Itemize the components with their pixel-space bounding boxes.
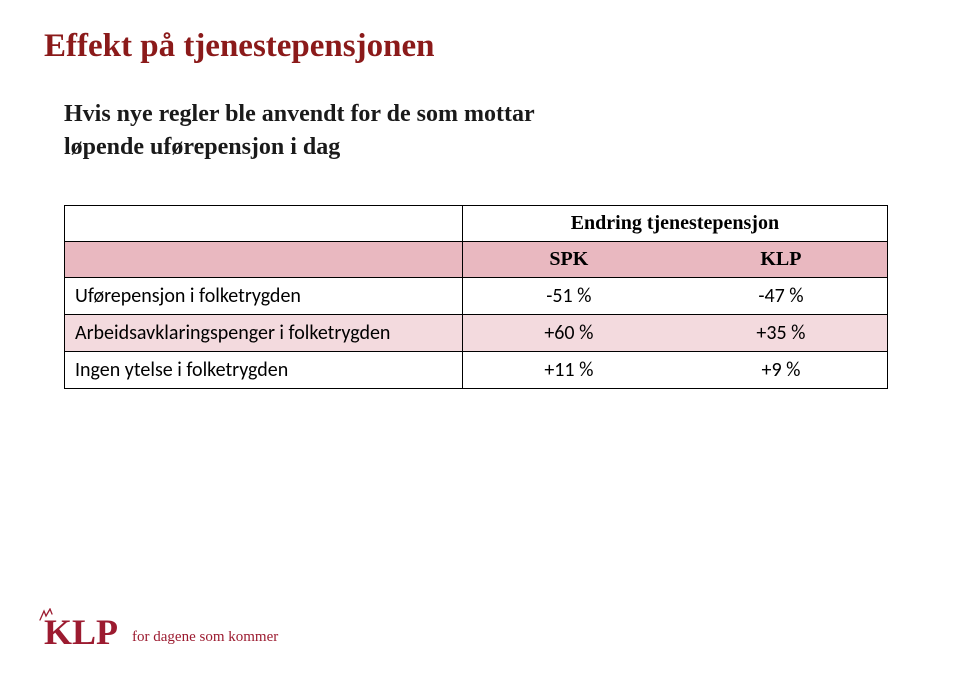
brand-mark-text: KLP xyxy=(44,612,118,652)
cell-spk: +11 % xyxy=(462,352,675,389)
page-title: Effekt på tjenestepensjonen xyxy=(44,28,916,65)
table-row: Ingen ytelse i folketrygden +11 % +9 % xyxy=(65,352,888,389)
cell-klp: -47 % xyxy=(675,278,888,315)
subtitle-line-1: Hvis nye regler ble anvendt for de som m… xyxy=(64,101,916,128)
brand-mark: KLP xyxy=(44,614,118,650)
cell-spk: +60 % xyxy=(462,315,675,352)
row-label: Arbeidsavklaringspenger i folketrygden xyxy=(65,315,463,352)
row-label: Ingen ytelse i folketrygden xyxy=(65,352,463,389)
row-label: Uførepensjon i folketrygden xyxy=(65,278,463,315)
table-row: Arbeidsavklaringspenger i folketrygden +… xyxy=(65,315,888,352)
col-header-klp: KLP xyxy=(675,242,888,278)
subtitle-line-2: løpende uførepensjon i dag xyxy=(64,134,916,161)
pension-effect-table: Endring tjenestepensjon SPK KLP Uførepen… xyxy=(64,205,888,389)
cell-klp: +35 % xyxy=(675,315,888,352)
header-blank-cell xyxy=(65,206,463,242)
cell-klp: +9 % xyxy=(675,352,888,389)
cell-spk: -51 % xyxy=(462,278,675,315)
table-row: Uførepensjon i folketrygden -51 % -47 % xyxy=(65,278,888,315)
footer-logo: KLP for dagene som kommer xyxy=(44,614,278,650)
col-header-spk: SPK xyxy=(462,242,675,278)
brand-tagline: for dagene som kommer xyxy=(132,629,278,646)
subheader-blank-cell xyxy=(65,242,463,278)
header-span: Endring tjenestepensjon xyxy=(462,206,887,242)
slide: Effekt på tjenestepensjonen Hvis nye reg… xyxy=(0,0,960,682)
